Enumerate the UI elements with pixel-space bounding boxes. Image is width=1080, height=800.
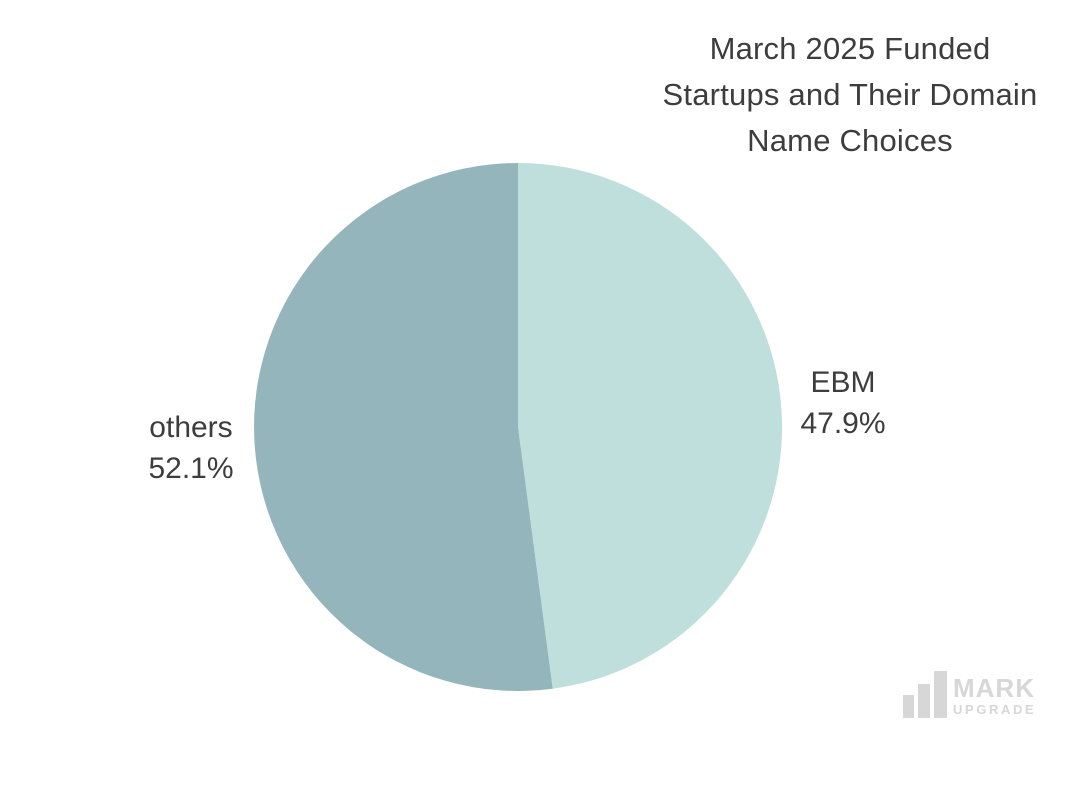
chart-title: March 2025 Funded Startups and Their Dom… [630, 26, 1070, 164]
chart-title-line-1: March 2025 Funded [709, 31, 991, 66]
slice-label-ebm: EBM 47.9% [693, 362, 993, 444]
brand-logo-mark: MARK [953, 673, 1035, 703]
slice-label-others: others 52.1% [41, 407, 341, 489]
pie-chart [254, 163, 782, 691]
pie-slice-ebm [518, 163, 782, 689]
slice-label-others-pct: 52.1% [148, 452, 234, 485]
brand-logo: MARK UPGRADE [903, 671, 1036, 718]
slice-label-others-name: others [149, 411, 233, 444]
bar-chart-icon-bar-medium [918, 684, 930, 718]
slice-label-ebm-pct: 47.9% [800, 407, 886, 440]
brand-logo-text: MARK UPGRADE [953, 675, 1036, 718]
pie-slice-others [254, 163, 553, 691]
brand-logo-upgrade: UPGRADE [953, 702, 1037, 717]
bar-chart-icon [903, 671, 947, 718]
chart-title-line-2: Startups and Their Domain [662, 77, 1038, 112]
slice-label-ebm-name: EBM [810, 366, 876, 399]
bar-chart-icon-bar-large [934, 671, 947, 718]
chart-title-line-3: Name Choices [747, 123, 953, 158]
bar-chart-icon-bar-small [903, 695, 914, 718]
